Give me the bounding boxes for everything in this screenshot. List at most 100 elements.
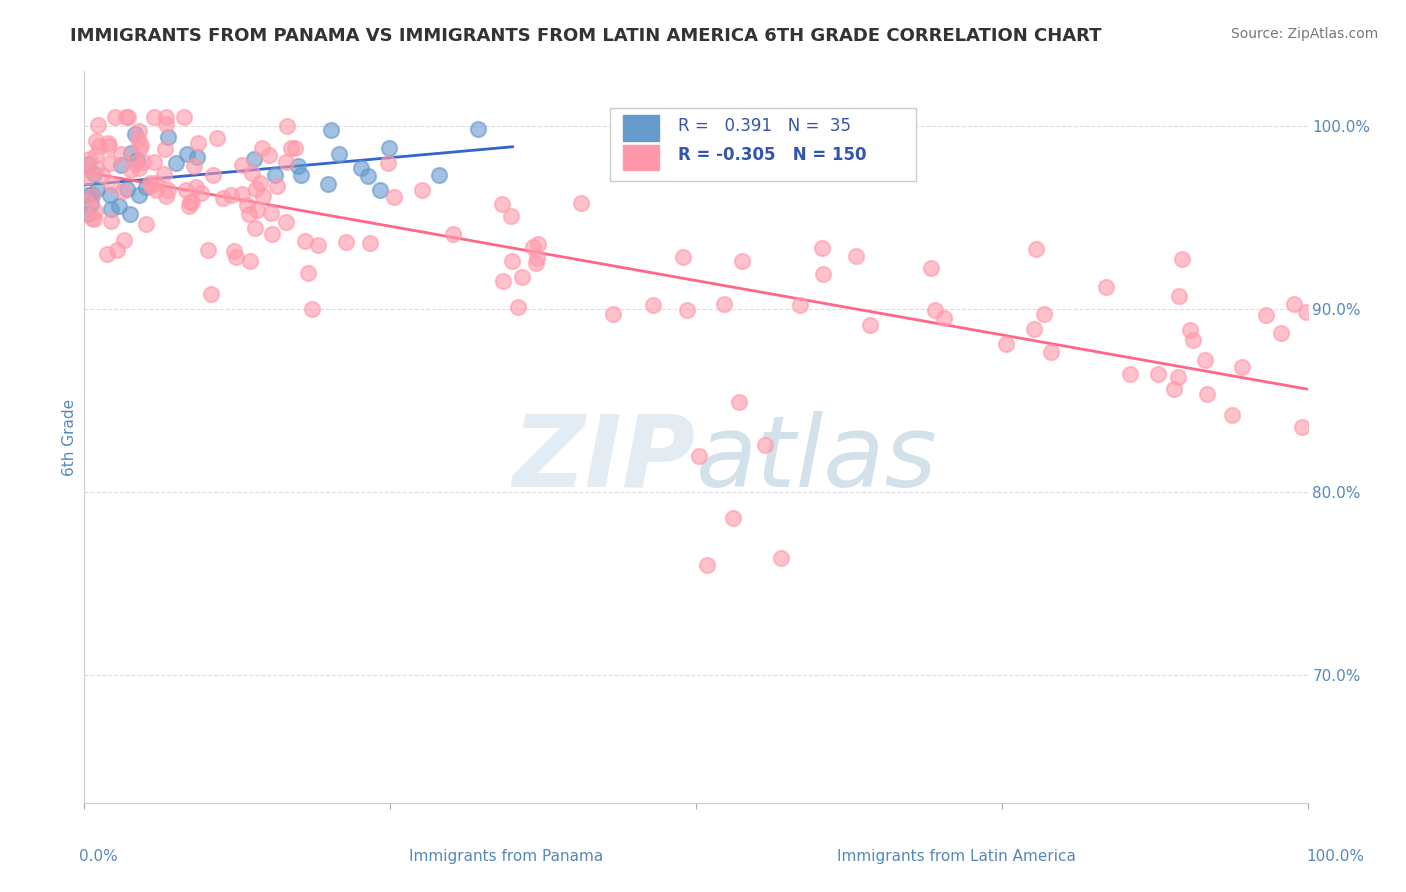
Point (87, 138, 110, 153)
Point (368, 184, 391, 198)
Point (845, 249, 868, 263)
Point (526, 251, 548, 265)
Point (98, 156, 121, 170)
Point (1195, 387, 1218, 401)
Point (524, 256, 547, 270)
Point (696, 558, 718, 572)
Point (212, 191, 235, 205)
Point (82, 189, 104, 203)
Point (80, 211, 103, 225)
Point (100, 177, 122, 191)
Point (492, 274, 515, 288)
Point (186, 150, 208, 164)
Point (222, 244, 245, 258)
Point (156, 130, 179, 145)
Point (1022, 322, 1045, 336)
Point (104, 110, 127, 124)
Point (382, 190, 405, 204)
Point (243, 152, 266, 166)
Text: 0.0%: 0.0% (79, 849, 118, 863)
Point (236, 198, 259, 212)
Point (276, 119, 298, 133)
Point (252, 140, 274, 154)
Point (128, 124, 150, 138)
Point (84, 134, 107, 148)
Point (356, 169, 378, 183)
Point (100, 202, 122, 216)
Point (76, 161, 98, 176)
Point (112, 233, 135, 247)
Point (155, 189, 177, 203)
Y-axis label: 6th Grade: 6th Grade (62, 399, 77, 475)
Point (1220, 408, 1243, 422)
Point (243, 220, 266, 235)
Point (859, 318, 882, 332)
Point (128, 188, 150, 202)
Point (108, 199, 131, 213)
Point (510, 269, 533, 284)
Point (90, 168, 112, 182)
Point (789, 298, 811, 312)
Point (128, 161, 150, 175)
Point (1181, 333, 1204, 347)
Point (770, 550, 793, 565)
Point (1167, 289, 1189, 303)
Point (97, 136, 120, 150)
Point (77, 207, 100, 221)
Point (115, 110, 138, 124)
Point (335, 235, 357, 249)
Point (124, 155, 146, 169)
Point (83, 212, 105, 227)
Point (98, 139, 121, 153)
Point (754, 438, 776, 452)
Point (501, 254, 523, 268)
Point (83, 168, 105, 182)
Point (1291, 420, 1313, 434)
Point (173, 110, 195, 124)
Point (643, 297, 665, 311)
Point (115, 182, 138, 196)
Point (297, 266, 319, 280)
Text: Immigrants from Panama: Immigrants from Panama (409, 849, 603, 863)
Point (441, 227, 464, 241)
Point (76, 194, 98, 209)
Point (995, 336, 1018, 351)
Point (1194, 352, 1216, 367)
Point (377, 156, 399, 170)
Point (238, 207, 260, 221)
Point (1282, 297, 1305, 311)
Point (721, 510, 744, 524)
Point (231, 158, 253, 172)
Point (127, 131, 149, 145)
FancyBboxPatch shape (610, 108, 917, 181)
Point (179, 194, 201, 209)
Point (1295, 305, 1317, 319)
Point (110, 158, 132, 172)
Point (110, 146, 132, 161)
Point (120, 162, 142, 177)
Point (301, 302, 323, 317)
Point (688, 449, 710, 463)
Point (165, 156, 187, 170)
Point (240, 166, 263, 180)
Point (411, 183, 433, 197)
Point (200, 286, 222, 301)
Point (263, 168, 285, 182)
Text: Immigrants from Latin America: Immigrants from Latin America (837, 849, 1076, 863)
Text: atlas: atlas (696, 410, 938, 508)
Point (1094, 280, 1116, 294)
Point (111, 184, 134, 198)
Point (467, 121, 489, 136)
Point (84, 204, 107, 219)
Point (246, 203, 269, 218)
Point (221, 188, 243, 202)
Point (924, 303, 946, 318)
Point (1167, 370, 1189, 384)
Point (239, 253, 262, 268)
Point (602, 307, 624, 321)
Text: Source: ZipAtlas.com: Source: ZipAtlas.com (1230, 27, 1378, 41)
Point (157, 183, 180, 197)
Point (190, 186, 212, 200)
Point (77, 153, 100, 167)
Point (274, 154, 297, 169)
